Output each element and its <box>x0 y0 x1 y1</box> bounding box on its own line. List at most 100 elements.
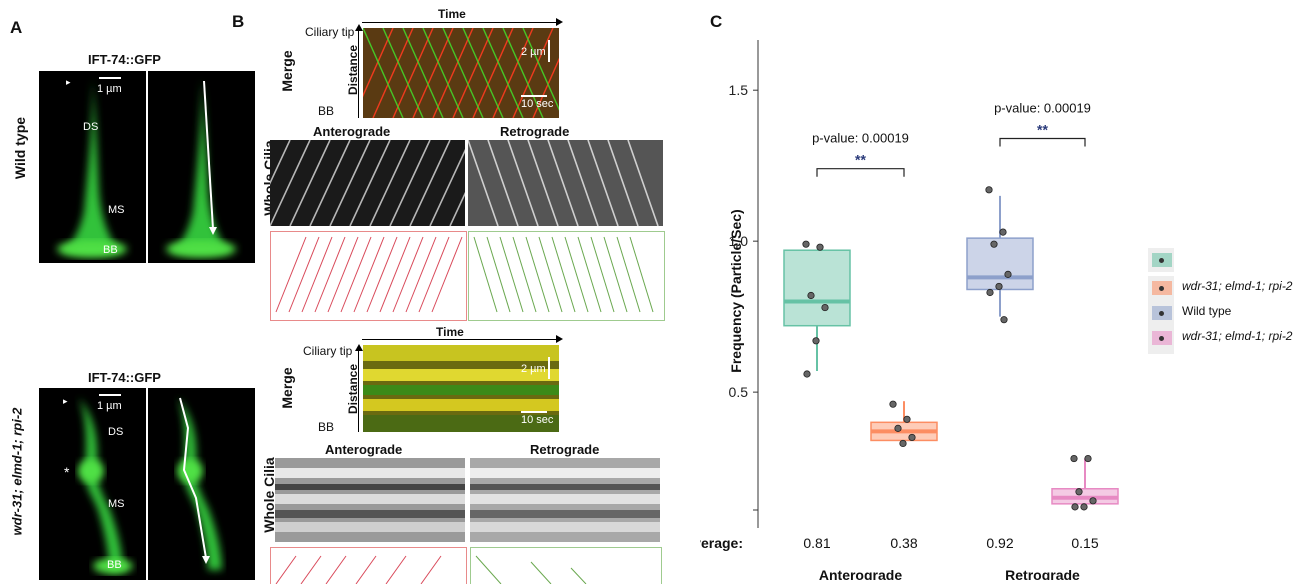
significance-stars: ** <box>855 152 866 168</box>
distance-axis <box>358 348 359 432</box>
region-ds: DS <box>108 426 124 438</box>
legend-dot <box>1159 286 1164 291</box>
scale-distance-label: 2 µm <box>521 363 546 375</box>
box-plot: 0.5 1.0 1.5 0.81 0.38 0.92 0.15 Average: Anterog… <box>700 40 1119 580</box>
significance-bracket <box>999 137 1086 147</box>
data-point <box>803 370 811 378</box>
average-value: 0.81 <box>803 535 830 551</box>
kymograph-antero-mut <box>275 458 465 542</box>
kymograph-merge-wt: 2 µm 10 sec <box>363 28 559 118</box>
arrowhead-icon: ▸ <box>63 396 68 406</box>
micrograph-mut-left: ▸ 1 µm DS * MS BB <box>39 388 146 580</box>
data-point <box>802 240 810 248</box>
time-axis <box>362 22 558 23</box>
data-point <box>821 303 829 312</box>
star-icon: * <box>64 464 70 480</box>
time-label: Time <box>438 7 466 21</box>
average-label: Average: <box>700 535 743 551</box>
scale-time-label: 10 sec <box>521 98 554 110</box>
distance-arrow-icon <box>355 24 363 31</box>
significance-bracket <box>816 168 905 177</box>
data-point <box>899 439 907 448</box>
p-value-label: p-value: 0.00019 <box>812 131 909 146</box>
trace-antero-wt <box>270 231 467 321</box>
image-title-mut: IFT-74::GFP <box>88 370 161 385</box>
time-axis <box>362 339 558 340</box>
legend-dot <box>1159 336 1164 341</box>
scale-label: 1 µm <box>97 83 122 95</box>
data-point <box>807 291 815 300</box>
legend: wdr-31; elmd-1; rpi-2 Wild type wdr-31; el… <box>1148 248 1308 358</box>
average-value: 0.15 <box>1071 535 1098 551</box>
trace-retro-mut <box>470 547 662 584</box>
data-point <box>1004 270 1012 278</box>
region-ds: DS <box>83 121 99 133</box>
data-point <box>1080 503 1088 511</box>
kymograph-antero-wt <box>270 140 465 226</box>
scale-time-label: 10 sec <box>521 414 554 426</box>
scale-bar <box>548 40 550 62</box>
scale-bar <box>548 357 550 379</box>
data-point <box>1075 488 1083 496</box>
data-point <box>812 337 820 345</box>
scale-label: 1 µm <box>97 400 122 412</box>
data-point <box>894 424 902 432</box>
panel-c-letter: C <box>710 12 723 31</box>
distance-axis <box>358 28 359 118</box>
average-value: 0.38 <box>890 535 917 551</box>
bb-label: BB <box>318 420 335 434</box>
legend-dot <box>1159 311 1164 316</box>
data-point <box>1071 503 1079 511</box>
legend-label: Wild type <box>1182 304 1232 318</box>
distance-label: Distance <box>346 44 360 96</box>
anterograde-title-wt: Anterograde <box>313 124 391 139</box>
data-point <box>908 433 916 442</box>
anterograde-title-mut: Anterograde <box>325 442 403 457</box>
legend-label: wdr-31; elmd-1; rpi-2 <box>1182 279 1293 293</box>
image-title-wt: IFT-74::GFP <box>88 52 161 67</box>
time-arrow-icon <box>556 18 563 26</box>
data-point <box>903 415 911 423</box>
region-ms: MS <box>108 498 125 510</box>
retrograde-title-wt: Retrograde <box>500 124 570 139</box>
data-point <box>995 282 1003 291</box>
trace-antero-mut <box>270 547 467 584</box>
merge-label: Merge <box>279 367 295 409</box>
box <box>783 249 851 327</box>
data-point <box>1084 454 1092 463</box>
data-point <box>990 240 998 248</box>
y-tick-label: 1.0 <box>729 233 749 249</box>
micrograph-wt-right <box>148 71 255 263</box>
box <box>966 237 1034 291</box>
bb-label: BB <box>318 104 335 118</box>
merge-label: Merge <box>279 50 295 92</box>
panel-b-letter: B <box>232 12 245 31</box>
data-point <box>1070 454 1078 463</box>
region-bb: BB <box>103 244 118 256</box>
distance-label: Distance <box>346 363 360 415</box>
time-label: Time <box>436 325 464 339</box>
data-point <box>1000 316 1008 324</box>
group-label: Anterograde <box>819 567 902 580</box>
time-arrow-icon <box>556 335 563 343</box>
arrowhead-icon: ▸ <box>66 77 71 87</box>
significance-stars: ** <box>1037 122 1048 138</box>
legend-label: wdr-31; elmd-1; rpi-2 <box>1182 329 1293 343</box>
scale-bar <box>99 77 121 79</box>
row-label-mutant: wdr-31; elmd-1; rpi-2 <box>9 407 25 536</box>
scale-bar <box>521 411 547 413</box>
y-tick-label: 0.5 <box>729 384 749 400</box>
group-label: Retrograde <box>1005 567 1080 580</box>
row-label-wild-type: Wild type <box>12 116 28 180</box>
trace-retro-wt <box>468 231 665 321</box>
micrograph-mut-right <box>148 388 255 580</box>
legend-dot <box>1159 258 1164 263</box>
ciliary-tip-label: Ciliary tip <box>305 25 355 39</box>
scale-bar <box>521 95 547 97</box>
kymograph-retro-wt <box>468 140 663 226</box>
scale-bar <box>99 394 121 396</box>
kymograph-merge-mut: 2 µm 10 sec <box>363 345 559 432</box>
data-point <box>1089 497 1097 505</box>
ciliary-tip-label: Ciliary tip <box>303 344 353 358</box>
data-point <box>889 400 897 408</box>
